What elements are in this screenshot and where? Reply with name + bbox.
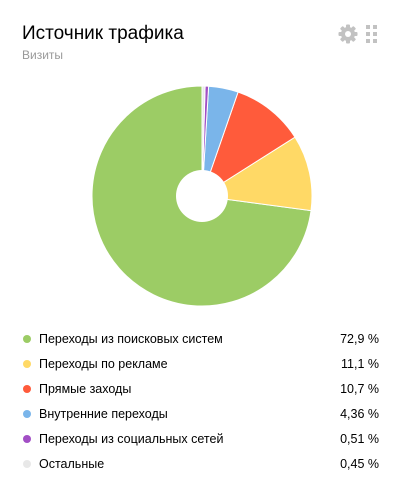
legend-label: Прямые заходы (39, 382, 132, 396)
legend-color-dot (23, 335, 31, 343)
legend-item[interactable]: Переходы из поисковых систем 72,9 % (0, 327, 400, 352)
widget-subtitle: Визиты (22, 48, 64, 62)
legend-label: Переходы из поисковых систем (39, 332, 223, 346)
legend-value: 0,45 % (340, 457, 379, 471)
legend-item[interactable]: Переходы по рекламе 11,1 % (0, 352, 400, 377)
gear-icon[interactable] (338, 24, 358, 44)
legend-color-dot (23, 410, 31, 418)
legend-item[interactable]: Прямые заходы 10,7 % (0, 377, 400, 402)
pie-slice-6[interactable] (201, 85, 206, 197)
legend-color-dot (23, 360, 31, 368)
legend-item[interactable]: Внутренние переходы 4,36 % (0, 402, 400, 427)
legend-item[interactable]: Остальные 0,45 % (0, 452, 400, 477)
drag-handle-icon[interactable] (366, 24, 378, 44)
legend-label: Внутренние переходы (39, 407, 168, 421)
donut-chart (91, 85, 313, 307)
legend-item[interactable]: Переходы из социальных сетей 0,51 % (0, 427, 400, 452)
chart-legend: Переходы из поисковых систем 72,9 % Перехо… (0, 327, 400, 477)
legend-value: 4,36 % (340, 407, 379, 421)
legend-value: 10,7 % (340, 382, 379, 396)
legend-color-dot (23, 435, 31, 443)
legend-value: 72,9 % (340, 332, 379, 346)
pie-slice-2[interactable] (200, 136, 313, 212)
legend-value: 11,1 % (341, 357, 379, 371)
legend-label: Остальные (39, 457, 105, 471)
legend-color-dot (23, 385, 31, 393)
widget-title: Источник трафика (22, 23, 184, 44)
pie-slice-3[interactable] (201, 91, 296, 198)
legend-label: Переходы из социальных сетей (39, 432, 224, 446)
legend-value: 0,51 % (340, 432, 379, 446)
donut-hole (176, 170, 228, 222)
legend-label: Переходы по рекламе (39, 357, 168, 371)
legend-color-dot (23, 460, 31, 468)
